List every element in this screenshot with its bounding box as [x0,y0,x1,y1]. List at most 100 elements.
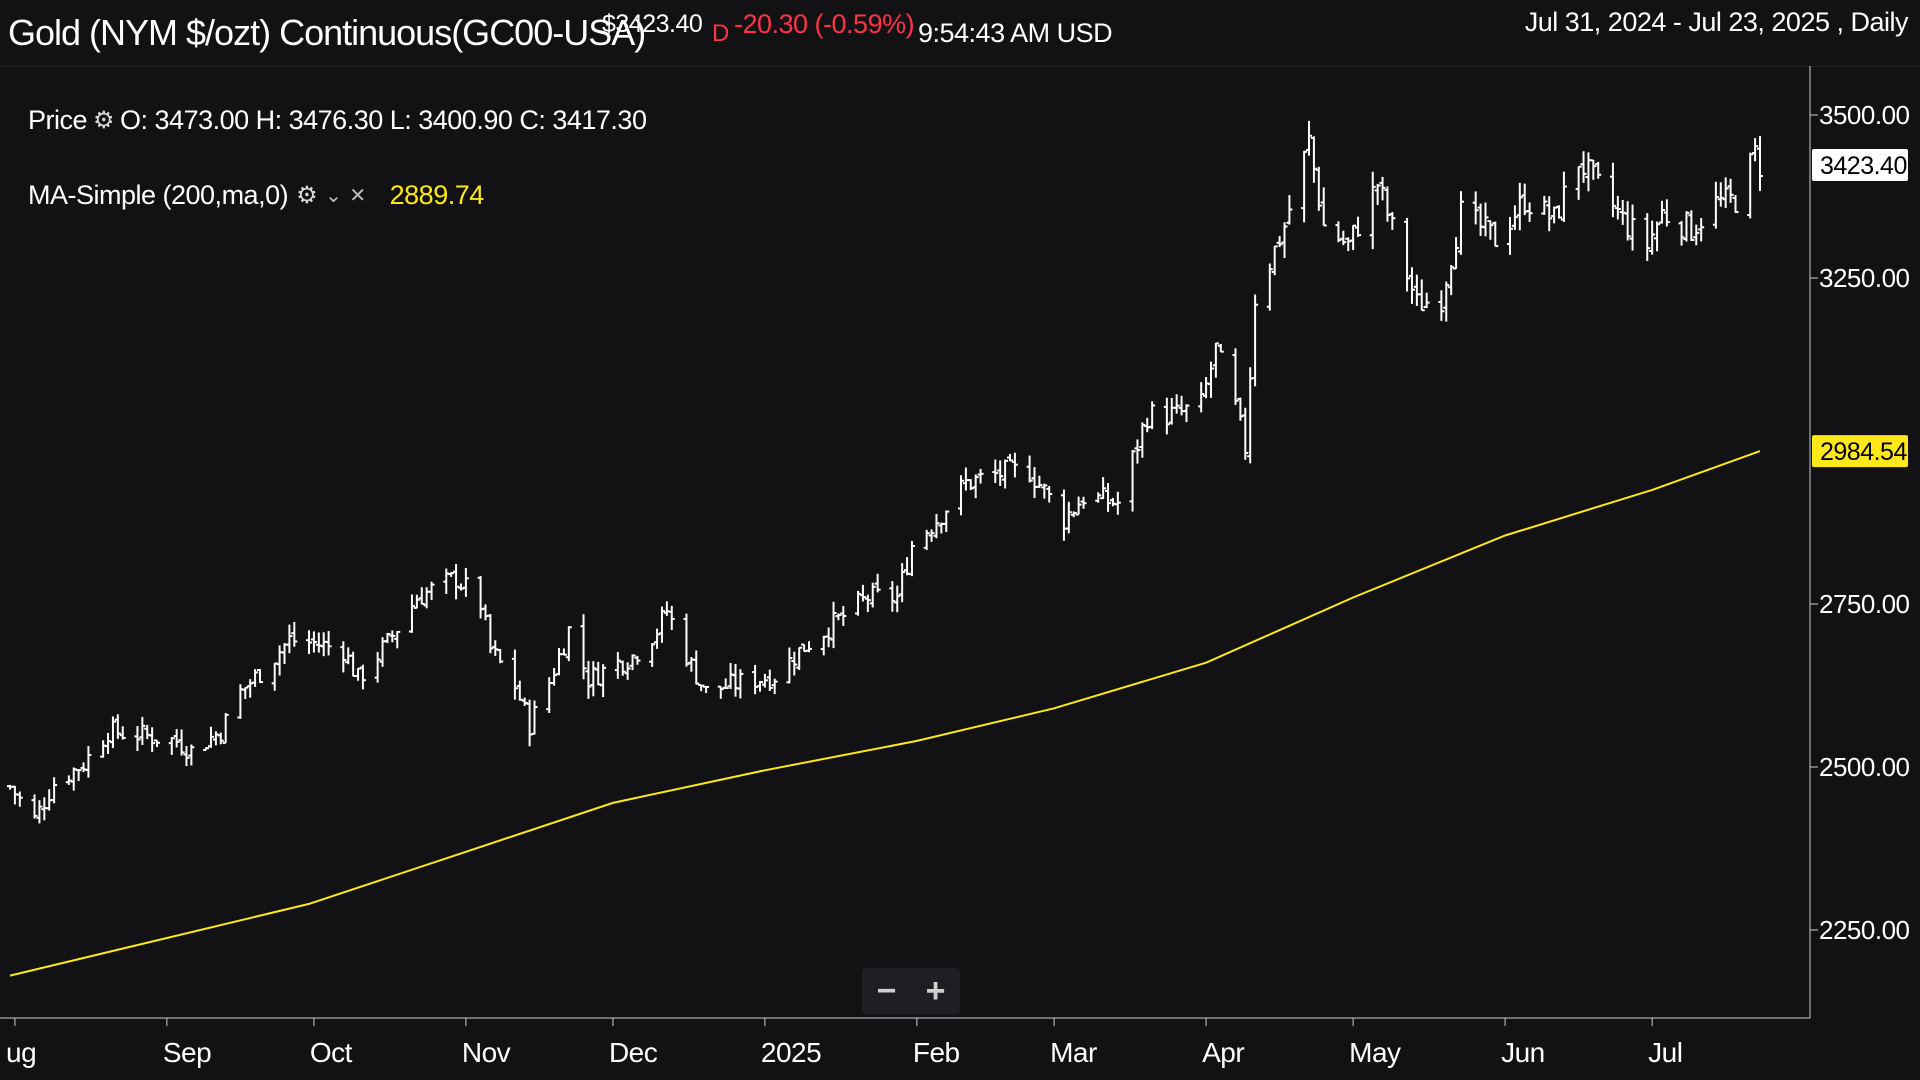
ohlc-bar [1163,397,1170,435]
zoom-out-button[interactable]: − [876,971,897,1010]
ohlc-bar [703,685,710,694]
ohlc-bar [291,621,298,647]
ohlc-bar [320,632,327,657]
chevron-down-icon[interactable]: ⌄ [325,185,342,207]
ohlc-bar [36,800,43,824]
y-tick-label: 2750.00 [1819,589,1910,619]
ohlc-bar [840,605,847,626]
ohlc-bar [859,584,866,602]
ohlc-bar [1075,496,1082,516]
ohlc-bar [908,541,915,577]
ohlc-bar [1482,202,1489,237]
ohlc-bar [1551,206,1558,224]
ohlc-bar [1247,367,1254,464]
ohlc-bar [1114,491,1121,515]
ohlc-bar [173,729,180,748]
ohlc-bar [306,630,313,655]
ohlc-bar [1031,467,1038,499]
ohlc-bar [899,563,906,603]
ohlc-bar [1340,230,1347,246]
ohlc-bar [1286,195,1293,225]
gear-icon[interactable]: ⚙ [93,107,115,134]
ohlc-bar [85,746,92,778]
ohlc-bar [1595,161,1602,179]
ohlc-bar [413,594,420,609]
x-tick-label: Jul [1648,1037,1682,1068]
ohlc-bar [722,678,729,690]
ohlc-bar [761,673,768,688]
ohlc-bar [595,661,602,686]
ohlc-bar [791,651,798,676]
ohlc-bar [943,510,950,533]
ohlc-bar [894,585,901,613]
ohlc-bar [271,662,278,691]
ohlc-bar [1276,235,1283,248]
ohlc-bar [1041,483,1048,499]
ohlc-bar [556,648,563,676]
ohlc-bar [634,655,641,665]
ohlc-bar [1472,191,1479,225]
ohlc-bar [1516,182,1523,231]
ohlc-bar [1065,501,1072,534]
ohlc-bar [1207,361,1214,398]
ohlc-bar [16,791,23,807]
ohlc-bar [526,699,533,747]
x-tick-label: ug [6,1037,36,1068]
x-tick-label: Apr [1202,1037,1244,1068]
ohlc-bar [1408,267,1415,304]
ohlc-bar [1590,159,1597,180]
ohlc-bar [1663,199,1670,227]
ohlc-bar [100,740,107,758]
ohlc-bar [1757,136,1763,192]
ohlc-bar [1011,452,1018,478]
ohlc-bar [928,529,935,542]
ohlc-bar [178,729,185,756]
price-change: -20.30 (-0.59%) [734,9,915,39]
y-tick-label: 3250.00 [1819,263,1910,293]
ohlc-bar [1752,138,1759,162]
x-tick-label: Nov [462,1037,511,1068]
ohlc-bar [1404,217,1411,292]
ohlc-bar [752,665,759,695]
ohlc-bar [551,667,558,686]
ohlc-bar [65,775,72,785]
ohlc-bar [1453,237,1460,270]
ohlc-bar [1060,489,1067,541]
close-icon[interactable]: ✕ [349,185,366,207]
last-price-badge-label: 3423.40 [1820,152,1907,180]
ohlc-bar [1649,220,1656,255]
price-label: Price [28,105,88,135]
ohlc-bar [448,571,455,577]
ohlc-bar [619,660,626,676]
ohlc-bar [374,652,381,683]
ohlc-bar [1712,181,1719,229]
ohlc-bar [1217,343,1224,353]
ohlc-bar [134,726,141,752]
ohlc-bar [977,468,984,484]
ohlc-bar [869,582,876,608]
x-tick-label: Mar [1050,1037,1097,1068]
ohlc-bar [516,680,523,701]
ohlc-bar [1198,382,1205,413]
ohlc-bar [654,628,661,649]
ohlc-bar [31,794,38,819]
date-range[interactable]: Jul 31, 2024 - Jul 23, 2025 , Daily [1524,7,1909,37]
ohlc-bar [1443,281,1450,322]
ohlc-bar [1614,195,1621,220]
gear-icon[interactable]: ⚙ [296,182,318,209]
ohlc-bar [281,643,288,664]
ohlc-bar [462,568,469,597]
ohlc-bar [835,613,842,621]
ohlc-bar [614,651,621,679]
zoom-in-button[interactable]: + [925,971,946,1010]
ohlc-bar [1727,178,1734,203]
ma-value-badge [1812,435,1908,468]
ohlc-bar [732,664,739,697]
ohlc-bar [864,594,871,613]
ohlc-bar [1722,177,1729,209]
ohlc-bar [1560,171,1567,222]
ohlc-bar [590,661,597,697]
ohlc-bar [565,626,572,662]
ohlc-bar [276,645,283,676]
